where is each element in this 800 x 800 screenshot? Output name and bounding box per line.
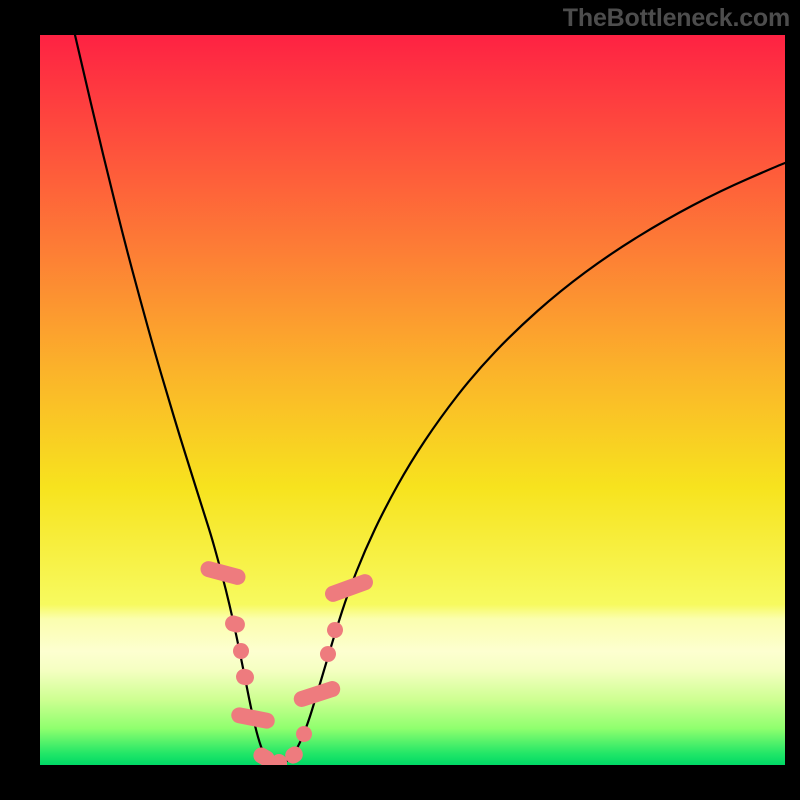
bottleneck-chart-svg bbox=[40, 35, 785, 765]
watermark-text: TheBottleneck.com bbox=[563, 4, 790, 33]
chart-root: TheBottleneck.com bbox=[0, 0, 800, 800]
plot-area bbox=[40, 35, 785, 765]
gradient-background bbox=[40, 35, 785, 765]
